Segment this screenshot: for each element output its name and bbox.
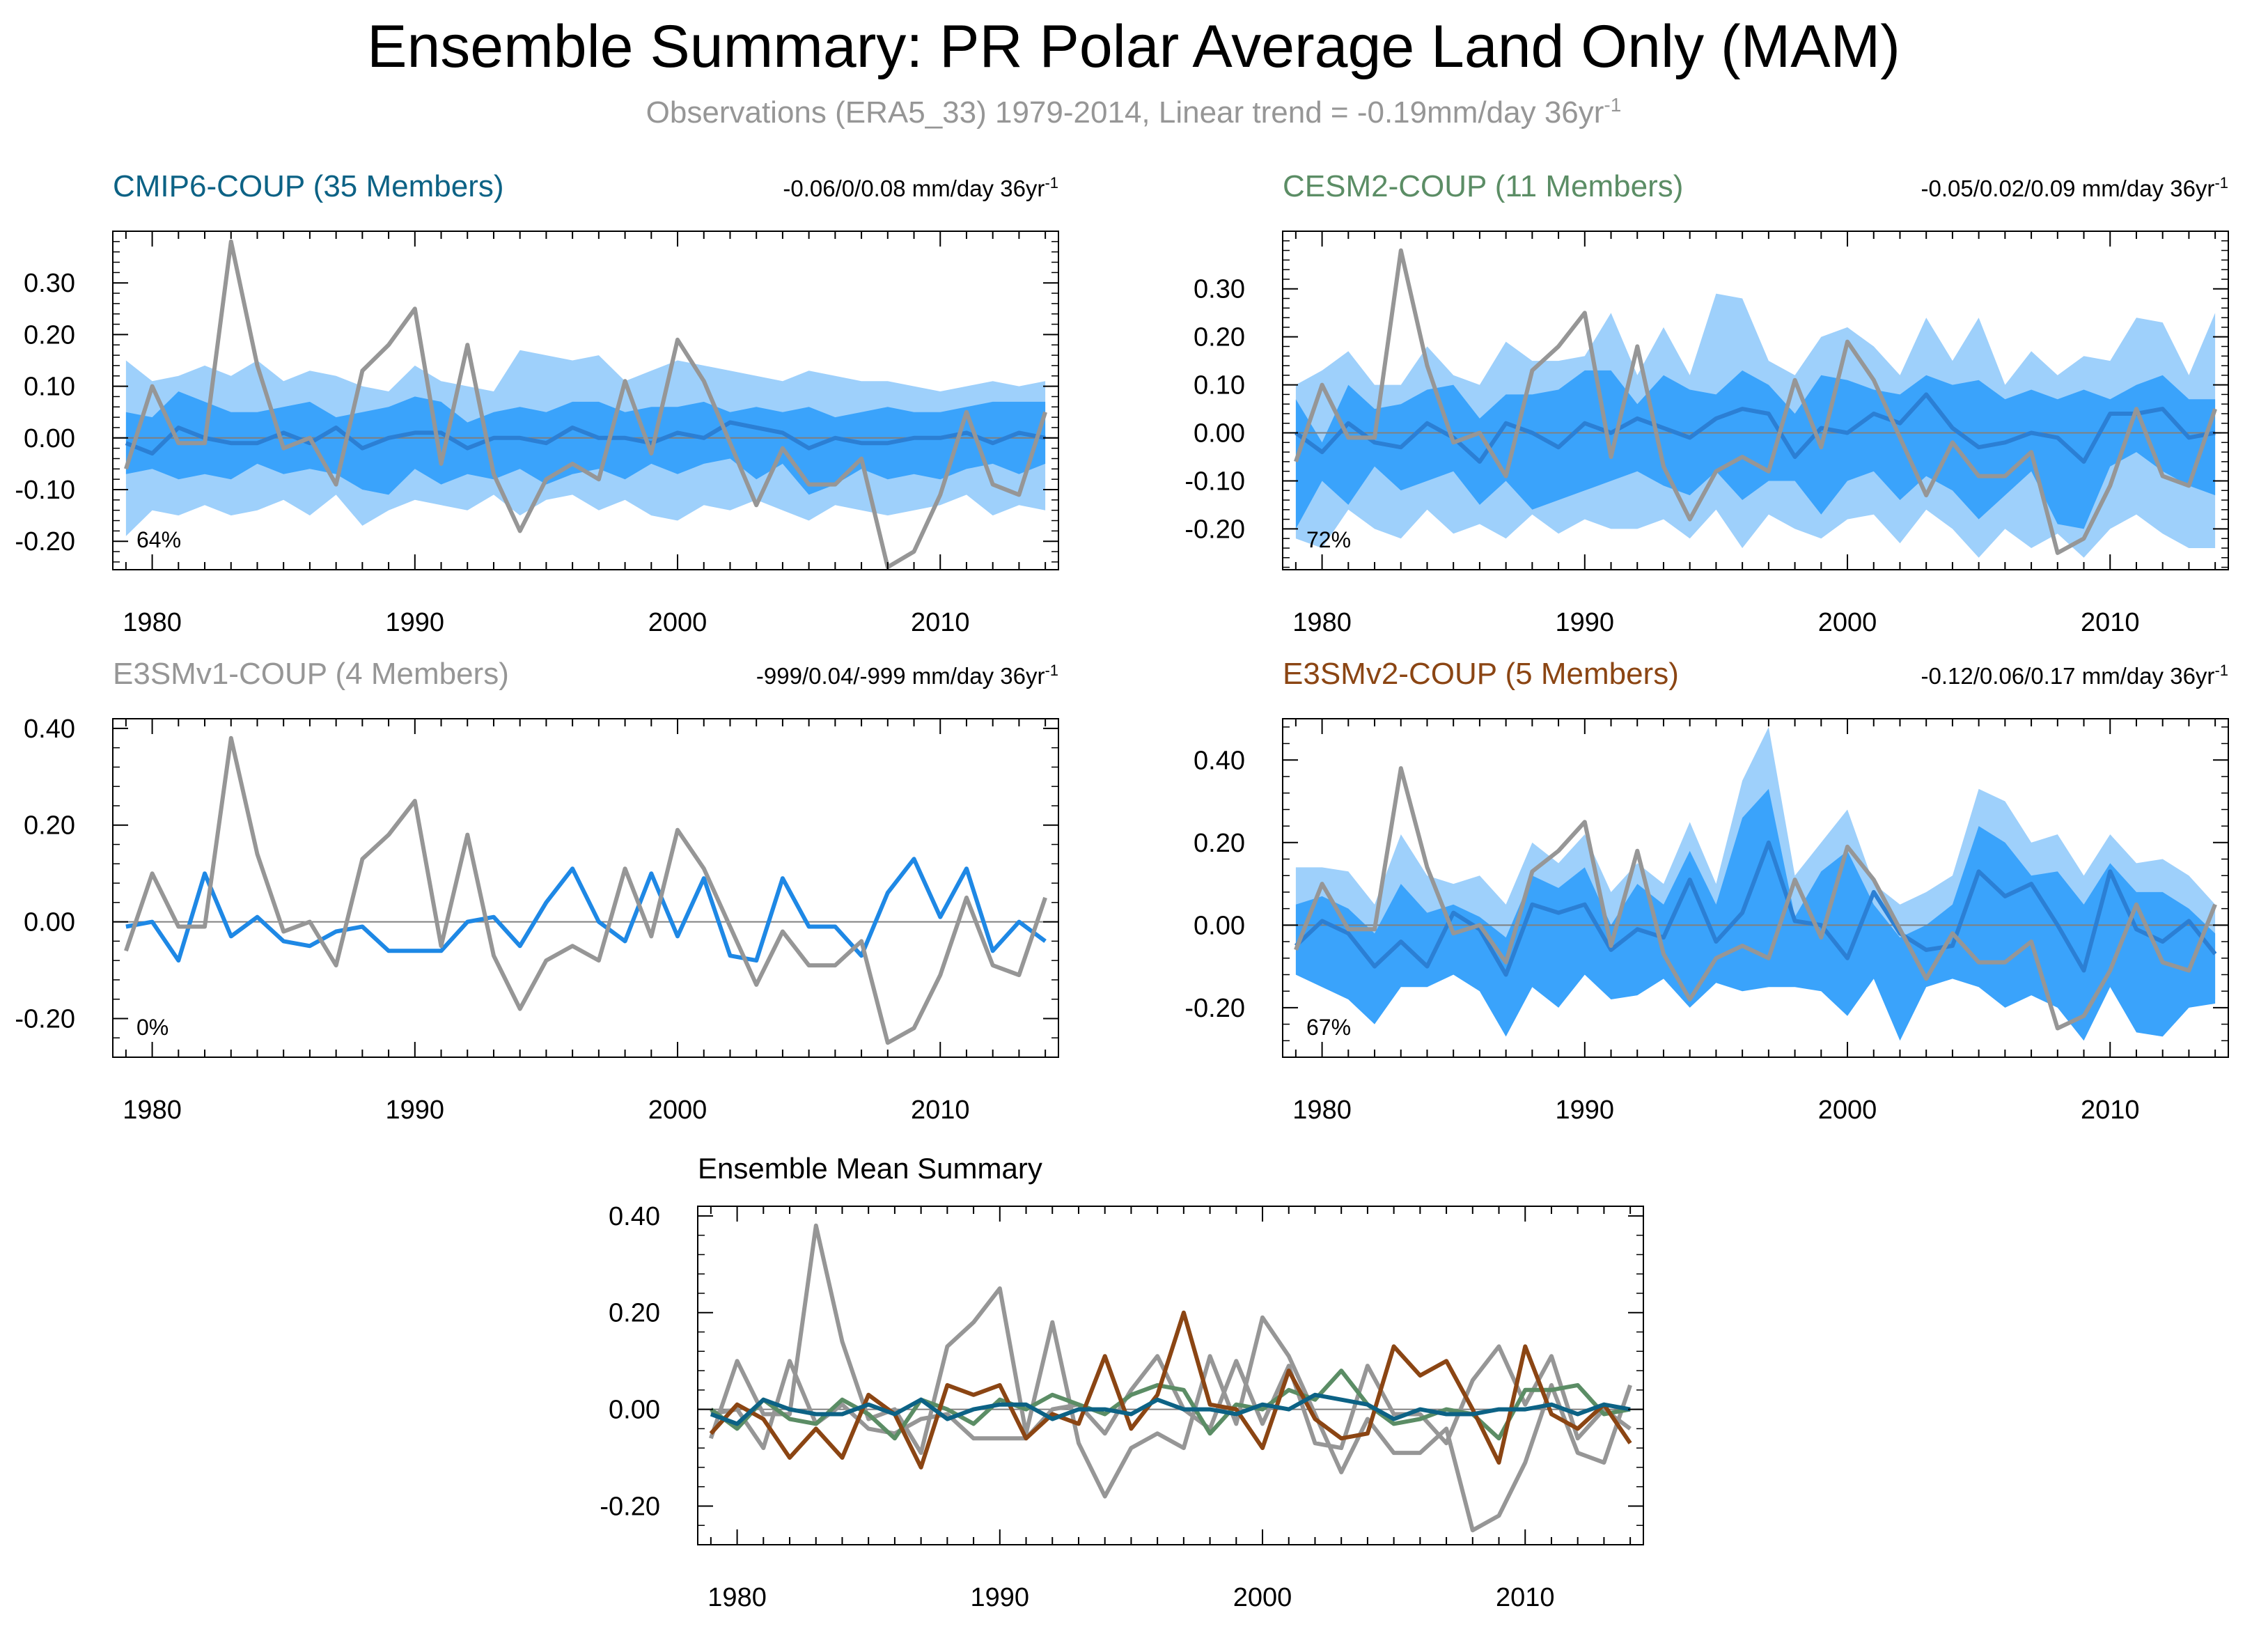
x-tick-label-cesm2: 2010 — [2081, 608, 2140, 637]
trend-label-cesm2: -0.05/0.02/0.09 mm/day 36yr-1 — [1921, 174, 2228, 201]
figure-title: Ensemble Summary: PR Polar Average Land … — [367, 13, 1900, 80]
y-tick-label-cmip6: 0.30 — [24, 269, 75, 298]
axes-frame-e3smv2 — [1282, 718, 2229, 1058]
observation-line-e3smv2 — [1294, 766, 2217, 1031]
x-tick-label-e3smv1: 2010 — [911, 1096, 970, 1125]
x-tick-label-e3smv2: 2010 — [2081, 1096, 2140, 1125]
x-tick-label-cmip6: 1990 — [386, 608, 445, 637]
trend-label-superscript: -1 — [1045, 662, 1058, 679]
x-tick-label-mean_summary: 2000 — [1233, 1583, 1292, 1612]
x-tick-label-e3smv2: 1990 — [1556, 1096, 1615, 1125]
panel-title-mean_summary: Ensemble Mean Summary — [698, 1152, 1042, 1185]
x-tick-label-mean_summary: 2010 — [1496, 1583, 1555, 1612]
y-tick-label-cesm2: 0.00 — [1194, 419, 1245, 449]
y-tick-label-mean_summary: 0.20 — [609, 1299, 660, 1328]
percent-label-e3smv1: 0% — [136, 1015, 169, 1040]
y-tick-label-cesm2: 0.20 — [1194, 323, 1245, 352]
plot-area-cesm2 — [1283, 248, 2228, 558]
trend-label-text: -0.05/0.02/0.09 mm/day 36yr — [1921, 176, 2215, 201]
trend-label-superscript: -1 — [2214, 662, 2228, 679]
panel-title-cesm2: CESM2-COUP (11 Members) — [1283, 169, 1683, 203]
observation-line-cmip6 — [124, 239, 1047, 570]
trend-label-text: -999/0.04/-999 mm/day 36yr — [756, 663, 1045, 689]
x-tick-label-mean_summary: 1980 — [707, 1583, 767, 1612]
x-tick-label-cmip6: 2000 — [648, 608, 707, 637]
panels: 1980 1990 2000 2010 -0.20 -0.10 0.00 0.10 0.20 0.… — [15, 169, 2229, 1612]
y-tick-label-mean_summary: -0.20 — [600, 1492, 660, 1521]
y-tick-label-cmip6: -0.10 — [15, 476, 75, 505]
panel-mean_summary: 1980 1990 2000 2010 -0.20 0.00 0.20 0.40 Ensembl… — [600, 1152, 1644, 1612]
x-tick-label-e3smv1: 1990 — [386, 1096, 445, 1125]
trend-label-superscript: -1 — [1045, 174, 1058, 192]
y-tick-label-e3smv1: 0.40 — [24, 715, 75, 744]
series-line-cmip6-coup — [710, 1392, 1631, 1426]
band-inner-e3smv2 — [1295, 788, 2216, 1041]
series-line-e3smv1-coup — [710, 1344, 1632, 1451]
y-tick-label-e3smv2: -0.20 — [1184, 994, 1245, 1023]
panel-title-e3smv2: E3SMv2-COUP (5 Members) — [1283, 657, 1679, 691]
panel-e3smv2: 1980 1990 2000 2010 -0.20 0.00 0.20 0.40 E3SMv2-… — [1184, 657, 2229, 1125]
observation-line-cesm2 — [1294, 248, 2217, 555]
y-tick-label-e3smv1: -0.20 — [15, 1004, 75, 1034]
x-tick-label-cesm2: 1990 — [1556, 608, 1615, 637]
series-line-observations-era5-33- — [709, 1223, 1632, 1533]
y-tick-label-cesm2: 0.10 — [1194, 371, 1245, 400]
panel-title-cmip6: CMIP6-COUP (35 Members) — [113, 169, 504, 203]
trend-label-text: -0.12/0.06/0.17 mm/day 36yr — [1921, 663, 2215, 689]
y-tick-label-e3smv2: 0.00 — [1194, 911, 1245, 940]
axes-frame-cmip6 — [112, 231, 1059, 570]
x-tick-label-cmip6: 2010 — [911, 608, 970, 637]
y-tick-label-cmip6: 0.20 — [24, 320, 75, 350]
band-inner-cesm2 — [1295, 370, 2216, 529]
plot-area-cmip6 — [113, 239, 1058, 570]
x-tick-label-e3smv2: 1980 — [1292, 1096, 1352, 1125]
axes-frame-cesm2 — [1282, 231, 2229, 570]
y-tick-label-cesm2: -0.10 — [1184, 467, 1245, 496]
y-tick-label-mean_summary: 0.40 — [609, 1202, 660, 1231]
panel-title-e3smv1: E3SMv1-COUP (4 Members) — [113, 657, 509, 691]
y-tick-label-e3smv2: 0.40 — [1194, 746, 1245, 775]
figure-subtitle: Observations (ERA5_33) 1979-2014, Linear… — [646, 94, 1622, 130]
y-tick-label-cesm2: 0.30 — [1194, 275, 1245, 304]
y-tick-label-cmip6: 0.10 — [24, 373, 75, 402]
plot-area-e3smv2 — [1283, 726, 2228, 1041]
plot-area-mean_summary — [698, 1223, 1643, 1533]
trend-label-cmip6: -0.06/0/0.08 mm/day 36yr-1 — [783, 174, 1058, 201]
trend-label-superscript: -1 — [2214, 174, 2228, 192]
x-tick-label-e3smv2: 2000 — [1818, 1096, 1877, 1125]
subtitle-superscript: -1 — [1604, 94, 1621, 116]
trend-label-text: -0.06/0/0.08 mm/day 36yr — [783, 176, 1045, 201]
y-tick-label-cesm2: -0.20 — [1184, 515, 1245, 544]
observation-line-e3smv1 — [124, 735, 1047, 1045]
x-tick-label-cesm2: 2000 — [1818, 608, 1877, 637]
plot-area-e3smv1 — [113, 735, 1058, 1045]
panel-cesm2: 1980 1990 2000 2010 -0.20 -0.10 0.00 0.10 0.20 0.… — [1184, 169, 2229, 637]
percent-label-e3smv2: 67% — [1306, 1015, 1351, 1040]
x-tick-label-e3smv1: 2000 — [648, 1096, 707, 1125]
series-line-e3smv2-coup — [709, 1310, 1632, 1470]
y-tick-label-e3smv1: 0.20 — [24, 811, 75, 841]
y-tick-label-cmip6: -0.20 — [15, 527, 75, 556]
panel-cmip6: 1980 1990 2000 2010 -0.20 -0.10 0.00 0.10 0.20 0.… — [15, 169, 1059, 637]
axes-frame-e3smv1 — [112, 718, 1059, 1058]
x-tick-label-cmip6: 1980 — [123, 608, 182, 637]
x-tick-label-cesm2: 1980 — [1292, 608, 1352, 637]
percent-label-cesm2: 72% — [1306, 527, 1351, 552]
x-tick-label-e3smv1: 1980 — [123, 1096, 182, 1125]
panel-e3smv1: 1980 1990 2000 2010 -0.20 0.00 0.20 0.40 E3SMv1-… — [15, 657, 1059, 1125]
y-tick-label-e3smv1: 0.00 — [24, 908, 75, 937]
percent-label-cmip6: 64% — [136, 527, 181, 552]
axes-frame-mean_summary — [697, 1206, 1644, 1545]
trend-label-e3smv1: -999/0.04/-999 mm/day 36yr-1 — [756, 662, 1058, 689]
trend-label-e3smv2: -0.12/0.06/0.17 mm/day 36yr-1 — [1921, 662, 2228, 689]
x-tick-label-mean_summary: 1990 — [971, 1583, 1030, 1612]
ensemble-mean-line-e3smv1 — [125, 857, 1047, 963]
subtitle-main: Observations (ERA5_33) 1979-2014, Linear… — [646, 95, 1604, 130]
y-tick-label-mean_summary: 0.00 — [609, 1396, 660, 1425]
band-inner-cmip6 — [125, 391, 1046, 495]
y-tick-label-e3smv2: 0.20 — [1194, 829, 1245, 858]
y-tick-label-cmip6: 0.00 — [24, 424, 75, 453]
